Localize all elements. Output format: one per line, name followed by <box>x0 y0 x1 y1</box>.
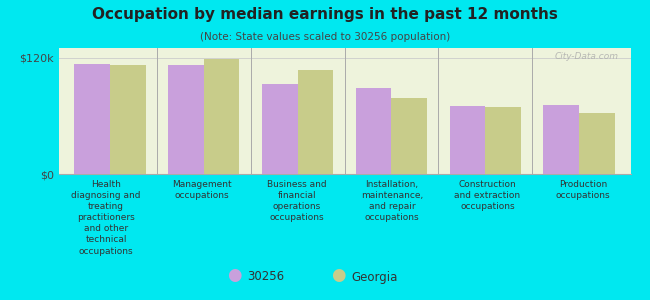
Bar <box>543 105 579 174</box>
Text: ●: ● <box>227 266 241 284</box>
Bar <box>75 64 110 174</box>
Text: 30256: 30256 <box>247 271 284 284</box>
Bar <box>168 65 204 174</box>
Text: Management
occupations: Management occupations <box>172 180 231 200</box>
Bar <box>262 84 298 174</box>
Bar <box>391 98 427 174</box>
Text: Health
diagnosing and
treating
practitioners
and other
technical
occupations: Health diagnosing and treating practitio… <box>72 180 141 256</box>
Bar <box>579 113 614 174</box>
Bar <box>485 107 521 174</box>
Text: Construction
and extraction
occupations: Construction and extraction occupations <box>454 180 521 211</box>
Text: ●: ● <box>331 266 345 284</box>
Text: Business and
financial
operations
occupations: Business and financial operations occupa… <box>267 180 327 222</box>
Bar <box>204 59 239 174</box>
Text: Installation,
maintenance,
and repair
occupations: Installation, maintenance, and repair oc… <box>361 180 423 222</box>
Text: (Note: State values scaled to 30256 population): (Note: State values scaled to 30256 popu… <box>200 32 450 41</box>
Text: Georgia: Georgia <box>351 271 397 284</box>
Bar <box>450 106 485 174</box>
Bar <box>298 70 333 174</box>
Text: Production
occupations: Production occupations <box>556 180 610 200</box>
Text: City-Data.com: City-Data.com <box>555 52 619 61</box>
Bar <box>356 88 391 174</box>
Text: Occupation by median earnings in the past 12 months: Occupation by median earnings in the pas… <box>92 8 558 22</box>
Bar <box>110 65 146 174</box>
